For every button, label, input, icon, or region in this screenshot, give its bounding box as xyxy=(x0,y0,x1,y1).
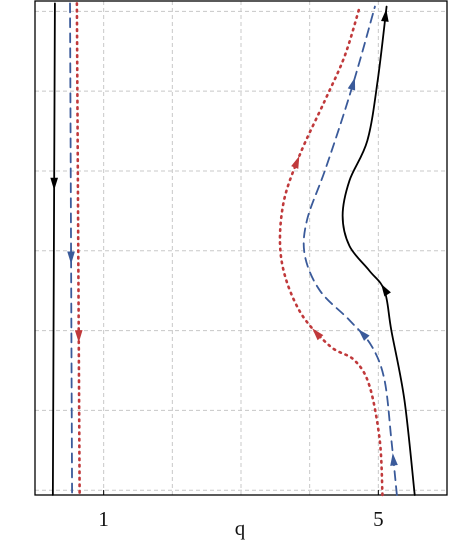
direction-arrow xyxy=(390,453,398,466)
x-tick-label: 1 xyxy=(98,507,109,531)
trajectory xyxy=(69,2,73,496)
trajectory xyxy=(75,2,81,497)
x-tick-label: 5 xyxy=(373,507,384,531)
direction-arrow xyxy=(312,328,324,341)
direction-arrow xyxy=(67,251,75,264)
direction-arrow xyxy=(74,330,83,343)
trajectory xyxy=(302,5,398,496)
direction-arrow xyxy=(358,329,370,341)
plot-frame xyxy=(34,0,448,496)
trajectory xyxy=(51,2,56,496)
trajectory xyxy=(341,5,416,496)
direction-arrow xyxy=(347,77,356,91)
direction-arrow xyxy=(381,9,389,22)
x-axis-label: q xyxy=(235,516,246,540)
direction-arrow xyxy=(291,155,300,169)
trajectory xyxy=(278,5,384,497)
direction-arrow xyxy=(381,283,391,297)
direction-arrow xyxy=(50,177,59,191)
